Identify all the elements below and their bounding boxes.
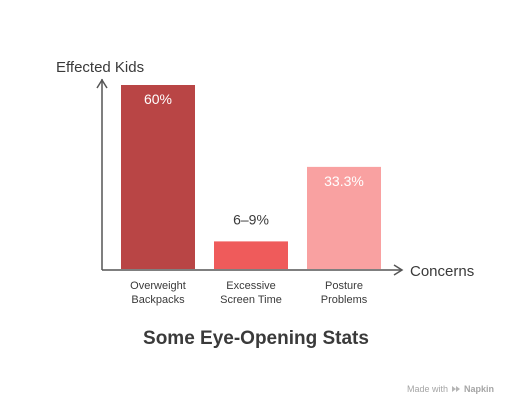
bar-chart: Effected Kids Concerns 60% Overweight Back… xyxy=(56,59,474,306)
bars-group: 60% Overweight Backpacks 6–9% Excessive Scree… xyxy=(121,85,381,306)
y-axis-arrow xyxy=(96,78,108,89)
category-label-1: Overweight Backpacks xyxy=(130,280,186,306)
bar-2 xyxy=(214,241,288,269)
y-axis-label: Effected Kids xyxy=(56,59,144,76)
data-label-1: 60% xyxy=(144,91,172,107)
bar-3 xyxy=(307,166,381,269)
made-with-napkin: Made with Napkin xyxy=(407,384,494,394)
chart-title: Some Eye-Opening Stats xyxy=(143,328,369,349)
data-label-3: 33.3% xyxy=(324,173,364,189)
napkin-logo-icon xyxy=(451,386,460,392)
category-label-3: Posture Problems xyxy=(321,280,368,306)
x-axis-arrow xyxy=(393,264,404,276)
footer-prefix: Made with xyxy=(406,384,448,394)
x-axis-label: Concerns xyxy=(410,263,474,280)
bar-1 xyxy=(121,85,195,269)
category-label-2: Excessive Screen Time xyxy=(220,280,282,306)
footer-brand: Napkin xyxy=(463,384,494,394)
data-label-2: 6–9% xyxy=(233,211,269,227)
chart-axes xyxy=(96,78,404,276)
